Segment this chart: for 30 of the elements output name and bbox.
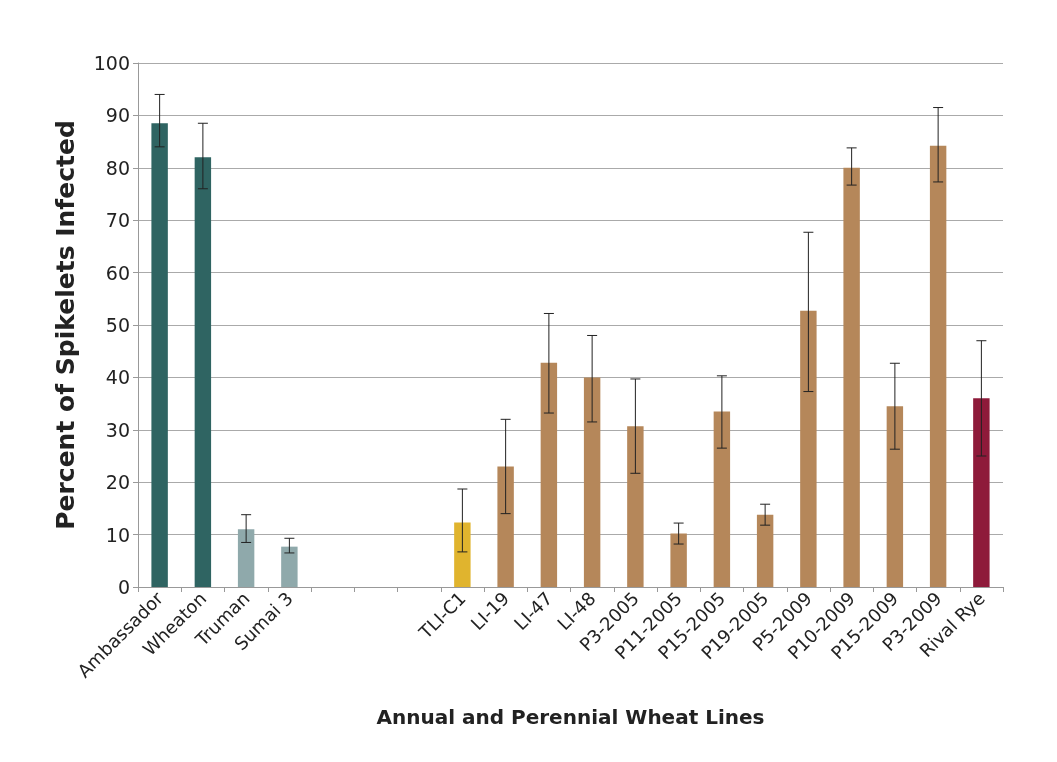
bar: [540, 362, 558, 587]
y-tick-label: 0: [117, 576, 130, 598]
bar: [929, 145, 947, 587]
bar: [583, 377, 601, 587]
y-tick-label: 100: [93, 52, 130, 74]
y-tick-label: 70: [105, 209, 130, 232]
y-tick-label: 20: [105, 471, 130, 494]
bar: [713, 411, 731, 587]
bar: [843, 167, 860, 587]
bar: [454, 522, 471, 587]
bar: [800, 310, 817, 587]
y-tick-label: 40: [105, 366, 130, 389]
y-tick-label: 50: [105, 314, 130, 336]
bar: [194, 157, 212, 587]
bar: [886, 406, 904, 587]
y-tick-label: 90: [105, 104, 130, 127]
bar: [670, 533, 687, 587]
bar: [497, 466, 514, 587]
bar: [627, 426, 644, 587]
bar: [151, 123, 168, 587]
bar: [756, 514, 774, 587]
y-axis-title: Percent of Spikelets Infected: [51, 120, 80, 530]
y-tick-label: 30: [105, 418, 130, 441]
x-axis-title: Annual and Perennial Wheat Lines: [376, 705, 765, 729]
y-tick-label: 10: [105, 523, 130, 546]
bar: [237, 529, 255, 587]
y-tick-label: 60: [105, 261, 130, 284]
bar: [973, 398, 990, 587]
bar: [281, 546, 298, 587]
y-tick-label: 80: [105, 156, 130, 179]
